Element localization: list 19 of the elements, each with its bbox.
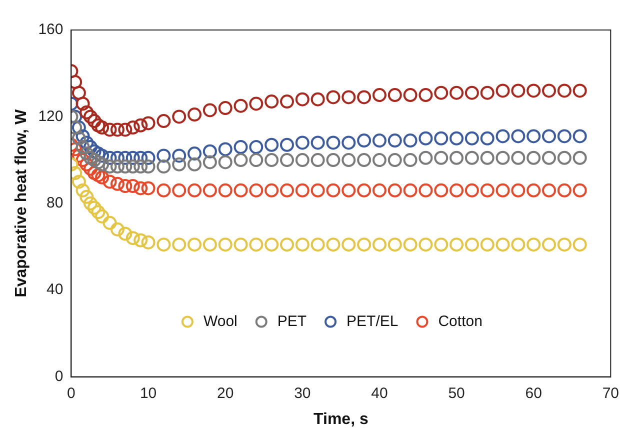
x-tick-label: 10 xyxy=(140,384,157,402)
legend-label: PET xyxy=(277,312,307,330)
x-tick-label: 40 xyxy=(371,384,388,402)
y-axis-title: Evaporative heat flow, W xyxy=(13,108,30,298)
y-tick-label: 120 xyxy=(38,108,64,125)
x-tick-label: 50 xyxy=(448,384,465,402)
y-tick-label: 80 xyxy=(46,194,64,212)
legend-label: Cotton xyxy=(438,312,482,330)
x-tick-label: 0 xyxy=(67,384,76,402)
legend-label: PET/EL xyxy=(346,312,398,330)
x-tick-label: 20 xyxy=(217,384,234,402)
y-tick-label: 0 xyxy=(54,368,64,385)
y-tick-label: 160 xyxy=(38,21,64,38)
x-tick-label: 30 xyxy=(294,384,311,402)
legend-label: Wool xyxy=(203,312,238,330)
x-tick-label: 60 xyxy=(525,384,542,402)
x-axis-title: Time, s xyxy=(314,410,368,428)
y-tick-label: 40 xyxy=(46,281,64,298)
x-tick-label: 70 xyxy=(602,384,619,402)
